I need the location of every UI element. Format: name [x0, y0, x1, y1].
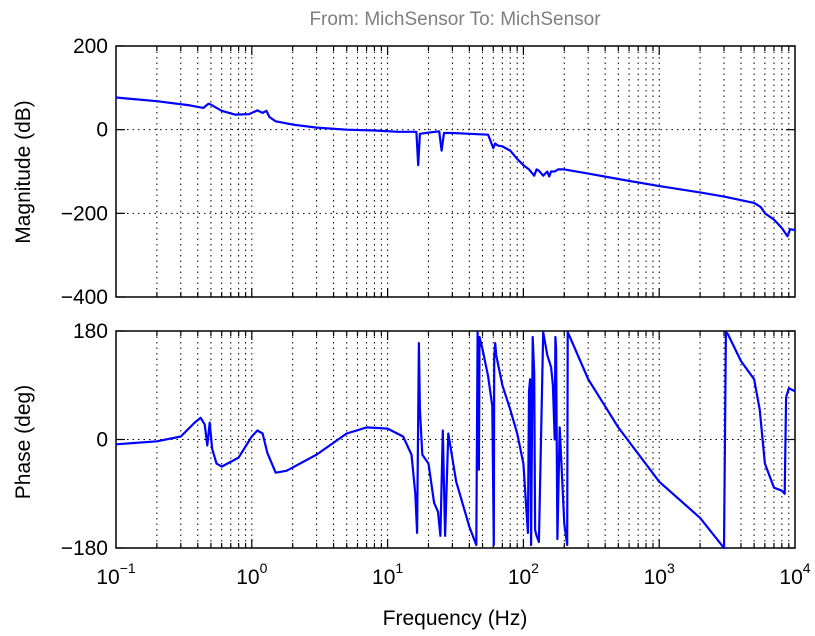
x-tick-label: 103	[644, 560, 675, 589]
x-axis-label: Frequency (Hz)	[383, 607, 528, 630]
plot-area	[115, 45, 796, 298]
x-tick-label: 102	[508, 560, 539, 589]
y-tick-label: −180	[61, 537, 108, 560]
magnitude-series-line	[115, 96, 796, 238]
x-tick-label: 100	[236, 560, 267, 589]
y-tick-label: −200	[61, 202, 108, 225]
chart-title: From: MichSensor To: MichSensor	[309, 9, 601, 30]
x-tick-label: 10−1	[96, 560, 136, 589]
x-tick-label: 104	[779, 560, 810, 589]
magnitude-plot: 200 0 −200 −400	[61, 35, 796, 309]
y-tick-label: 0	[96, 119, 108, 142]
y-tick-label: 0	[96, 429, 108, 452]
y-tick-label: 200	[73, 35, 108, 58]
phase-y-axis-label: Phase (deg)	[12, 385, 35, 499]
y-tick-label: 180	[73, 320, 108, 343]
plot-area	[115, 330, 796, 549]
magnitude-y-axis-label: Magnitude (dB)	[12, 100, 35, 244]
phase-series-line	[115, 331, 796, 550]
x-tick-label: 101	[372, 560, 403, 589]
y-tick-label: −400	[61, 286, 108, 309]
